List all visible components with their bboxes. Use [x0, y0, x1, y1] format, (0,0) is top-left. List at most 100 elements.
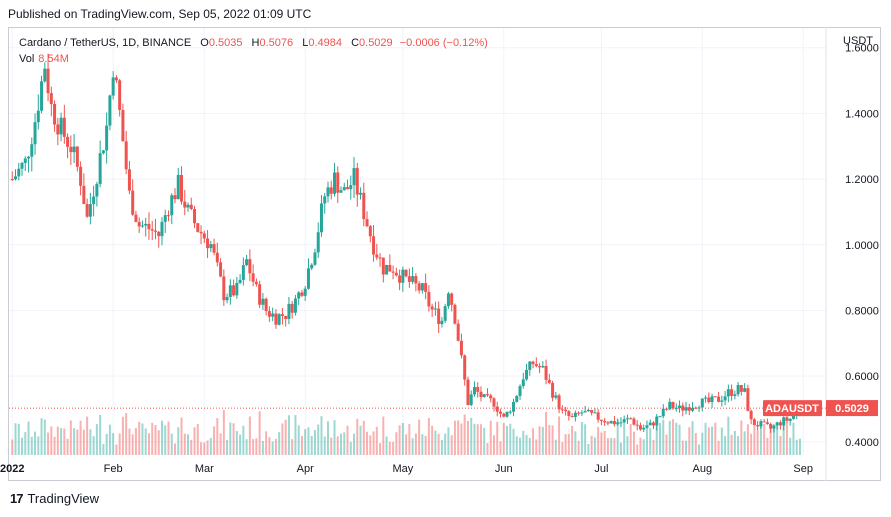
volume-bar	[782, 419, 785, 455]
candle-body	[127, 169, 131, 191]
volume-bar	[200, 442, 203, 455]
volume-bar	[43, 419, 46, 455]
volume-bar	[779, 435, 782, 455]
footer-brand[interactable]: 17 TradingView	[10, 491, 99, 506]
last-price-tag-bg	[826, 400, 878, 417]
low-label: L	[302, 37, 309, 49]
volume-bar	[356, 418, 359, 455]
change-value: −0.0006 (−0.12%)	[399, 37, 488, 49]
volume-bar	[636, 444, 639, 455]
candle-body	[570, 416, 574, 418]
candle-body	[446, 293, 450, 307]
symbol-label[interactable]: Cardano / TetherUS, 1D, BINANCE	[19, 37, 192, 49]
volume-bar	[216, 418, 219, 455]
volume-bar	[108, 424, 111, 455]
price-tick-label: 0.6000	[845, 371, 879, 383]
volume-bar	[180, 417, 183, 455]
volume-bar	[258, 411, 261, 455]
volume-bar	[795, 439, 798, 455]
candle-body	[762, 421, 766, 423]
volume-bar	[362, 420, 365, 455]
volume-bar	[580, 421, 583, 455]
published-header: Published on TradingView.com, Sep 05, 20…	[8, 7, 312, 21]
volume-bar	[326, 421, 329, 455]
candle-body	[329, 187, 333, 194]
volume-bar	[340, 433, 343, 455]
symbol-tag-label: ADAUSDT	[765, 403, 819, 415]
volume-bar	[460, 423, 463, 455]
candle-body	[749, 410, 753, 420]
candle-body	[466, 379, 470, 406]
volume-bar	[252, 439, 255, 455]
volume-bar	[213, 426, 216, 455]
volume-bar	[431, 425, 434, 455]
volume-bar	[616, 419, 619, 455]
volume-bar	[655, 416, 658, 455]
candle-body	[707, 397, 711, 403]
candle-body	[92, 196, 96, 205]
volume-bar	[411, 438, 414, 455]
candle-body	[108, 95, 112, 126]
volume-bar	[554, 439, 557, 455]
volume-bar	[623, 421, 626, 455]
candle-body	[573, 412, 577, 417]
candle-body	[726, 389, 730, 397]
volume-bar	[128, 428, 131, 455]
volume-bar	[772, 426, 775, 455]
candle-body	[476, 386, 480, 392]
price-tick-label: 0.4000	[845, 437, 879, 449]
volume-bar	[691, 421, 694, 455]
candle-body	[508, 411, 512, 413]
volume-bar	[626, 436, 629, 455]
candle-body	[355, 168, 359, 195]
candle-body	[479, 391, 483, 397]
volume-bar	[366, 431, 369, 455]
volume-bar	[590, 435, 593, 455]
candle-body	[189, 204, 193, 209]
candle-body	[140, 225, 144, 227]
volume-bar	[134, 428, 137, 455]
candle-body	[316, 232, 320, 253]
candle-body	[303, 288, 307, 296]
volume-bar	[541, 426, 544, 455]
candle-body	[775, 422, 779, 426]
time-tick-label: Aug	[693, 463, 713, 475]
volume-bar	[694, 433, 697, 455]
candle-body	[212, 244, 216, 253]
volume-bar	[395, 432, 398, 455]
volume-bar	[359, 425, 362, 455]
candle-body	[443, 306, 447, 321]
candle-body	[538, 366, 542, 368]
candle-body	[150, 229, 154, 231]
volume-bar	[248, 416, 251, 455]
volume-bar	[785, 422, 788, 455]
volume-bar	[34, 431, 37, 455]
volume-bar	[76, 429, 79, 455]
volume-bar	[112, 433, 115, 455]
candle-body	[261, 298, 265, 305]
candle-body	[326, 187, 330, 197]
candle-body	[271, 313, 275, 317]
volume-bar	[463, 414, 466, 455]
candle-body	[62, 117, 66, 137]
volume-bar	[685, 440, 688, 455]
volume-bar	[681, 440, 684, 455]
candle-body	[651, 422, 655, 426]
candle-body	[564, 409, 568, 412]
candle-body	[183, 201, 187, 208]
volume-bar	[408, 424, 411, 455]
candle-body	[430, 306, 434, 310]
volume-bar	[349, 441, 352, 455]
candle-body	[417, 283, 421, 291]
volume-bar	[538, 426, 541, 455]
candle-body	[43, 68, 47, 82]
volume-bar	[717, 440, 720, 455]
candle-body	[512, 401, 516, 412]
candle-body	[258, 284, 262, 305]
volume-bar	[597, 426, 600, 455]
volume-bar	[278, 432, 281, 455]
candle-body	[551, 382, 555, 398]
volume-bar	[733, 430, 736, 455]
volume-bar	[336, 436, 339, 455]
